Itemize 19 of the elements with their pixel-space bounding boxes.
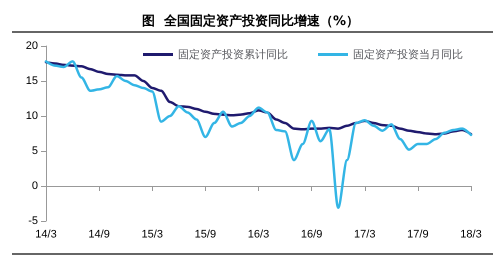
x-tick-label: 14/3 — [35, 228, 57, 240]
y-tick-label: -5 — [28, 215, 38, 227]
x-tick-label: 18/3 — [460, 228, 482, 240]
x-tick-label: 17/9 — [407, 228, 429, 240]
chart-title: 图 全国固定资产投资同比增速（%） — [142, 13, 360, 29]
y-tick-label: 15 — [26, 75, 38, 87]
line-series — [44, 60, 472, 209]
legend-label: 固定资产投资累计同比 — [178, 48, 288, 61]
y-tick-label: 0 — [32, 180, 38, 192]
x-tick-label: 16/9 — [300, 228, 322, 240]
x-tick-label: 16/3 — [248, 228, 270, 240]
y-tick-label: 20 — [26, 40, 38, 52]
y-tick-label: 10 — [26, 110, 38, 122]
y-tick-label: 5 — [32, 145, 38, 157]
x-tick-label: 14/9 — [88, 228, 110, 240]
x-tick-label: 15/3 — [142, 228, 163, 240]
x-tick-label: 17/3 — [354, 228, 376, 240]
legend-label: 固定资产投资当月同比 — [353, 48, 463, 61]
x-tick-label: 15/9 — [194, 228, 216, 240]
